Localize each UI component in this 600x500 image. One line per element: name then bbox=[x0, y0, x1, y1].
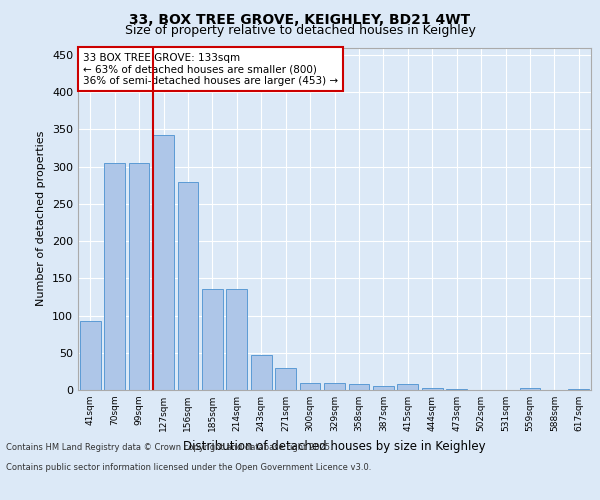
Bar bbox=[349, 384, 370, 390]
Bar bbox=[226, 290, 247, 390]
Bar bbox=[178, 182, 199, 390]
Bar bbox=[324, 382, 345, 390]
Bar bbox=[202, 290, 223, 390]
Bar bbox=[299, 382, 320, 390]
Bar bbox=[80, 321, 101, 390]
Text: Size of property relative to detached houses in Keighley: Size of property relative to detached ho… bbox=[125, 24, 475, 37]
Bar bbox=[568, 388, 589, 390]
Bar bbox=[104, 163, 125, 390]
Text: 33, BOX TREE GROVE, KEIGHLEY, BD21 4WT: 33, BOX TREE GROVE, KEIGHLEY, BD21 4WT bbox=[130, 12, 470, 26]
Bar bbox=[373, 386, 394, 390]
X-axis label: Distribution of detached houses by size in Keighley: Distribution of detached houses by size … bbox=[183, 440, 486, 452]
Bar bbox=[153, 134, 174, 390]
Text: Contains HM Land Registry data © Crown copyright and database right 2025.: Contains HM Land Registry data © Crown c… bbox=[6, 442, 332, 452]
Bar bbox=[520, 388, 541, 390]
Bar bbox=[397, 384, 418, 390]
Bar bbox=[251, 355, 272, 390]
Bar bbox=[422, 388, 443, 390]
Bar bbox=[128, 163, 149, 390]
Bar bbox=[275, 368, 296, 390]
Text: Contains public sector information licensed under the Open Government Licence v3: Contains public sector information licen… bbox=[6, 462, 371, 471]
Y-axis label: Number of detached properties: Number of detached properties bbox=[37, 131, 46, 306]
Text: 33 BOX TREE GROVE: 133sqm
← 63% of detached houses are smaller (800)
36% of semi: 33 BOX TREE GROVE: 133sqm ← 63% of detac… bbox=[83, 52, 338, 86]
